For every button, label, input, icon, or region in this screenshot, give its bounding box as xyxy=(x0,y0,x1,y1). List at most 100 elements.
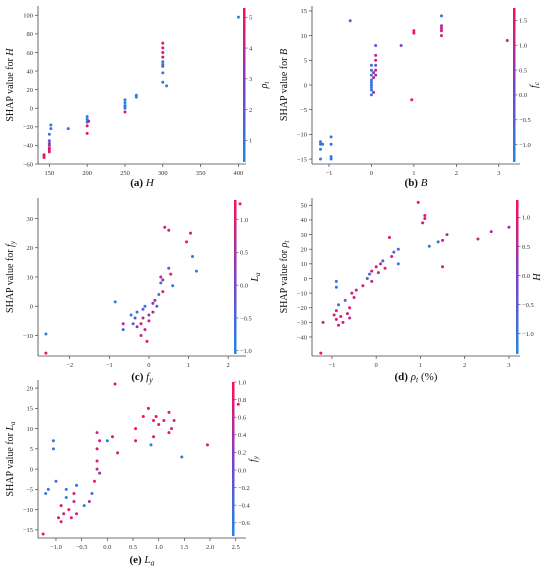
data-point xyxy=(412,31,416,35)
data-point xyxy=(134,439,138,443)
data-point xyxy=(154,414,158,418)
data-point xyxy=(374,58,378,62)
data-point xyxy=(390,255,394,259)
data-point xyxy=(98,439,102,443)
x-tick-label: 1 xyxy=(412,170,415,177)
colorbar-tick-label: −0.2 xyxy=(238,485,250,492)
y-tick-label: −20 xyxy=(297,305,307,312)
data-point xyxy=(85,115,89,119)
data-point xyxy=(169,272,173,276)
data-point xyxy=(365,276,369,280)
data-point xyxy=(134,93,138,97)
data-point xyxy=(161,290,165,294)
data-point xyxy=(161,50,165,54)
y-tick-label: 10 xyxy=(301,33,308,40)
data-point xyxy=(139,334,143,338)
data-point xyxy=(95,459,99,463)
y-axis-label: SHAP value for ρt xyxy=(279,240,291,314)
x-tick-label: 1 xyxy=(419,362,422,369)
data-point xyxy=(372,71,376,75)
data-point xyxy=(161,63,165,67)
x-tick-label: −1 xyxy=(106,362,113,369)
data-point xyxy=(85,131,89,135)
data-point xyxy=(441,265,445,269)
data-point xyxy=(141,316,145,320)
y-tick-label: 0 xyxy=(30,106,33,113)
data-point xyxy=(161,60,165,64)
data-point xyxy=(67,508,71,512)
data-point xyxy=(329,142,333,146)
colorbar-tick-label: −0.5 xyxy=(522,302,534,309)
data-point xyxy=(98,471,102,475)
y-tick-label: −20 xyxy=(23,124,33,131)
data-point xyxy=(51,439,55,443)
colorbar xyxy=(232,382,235,536)
data-point xyxy=(44,332,48,336)
data-point xyxy=(205,443,209,447)
x-tick-label: 2.5 xyxy=(232,544,240,551)
data-point xyxy=(44,491,48,495)
data-point xyxy=(354,288,358,292)
colorbar-tick-label: 0.5 xyxy=(240,250,248,257)
y-tick-label: −30 xyxy=(297,320,307,327)
data-point xyxy=(381,259,385,263)
data-point xyxy=(121,322,125,326)
data-point xyxy=(139,322,143,326)
data-point xyxy=(439,24,443,28)
data-point xyxy=(170,427,174,431)
y-axis-label: SHAP value for fy xyxy=(5,240,17,313)
data-point xyxy=(161,278,165,282)
data-point xyxy=(62,512,66,516)
x-tick-label: −2 xyxy=(66,362,73,369)
data-point xyxy=(87,500,91,504)
data-point xyxy=(135,325,139,329)
data-point xyxy=(147,313,151,317)
data-point xyxy=(64,487,68,491)
data-point xyxy=(383,266,387,270)
data-point xyxy=(410,98,414,102)
data-point xyxy=(332,313,336,317)
colorbar xyxy=(234,200,237,354)
y-tick-label: −10 xyxy=(297,290,307,297)
data-point xyxy=(75,483,79,487)
data-point xyxy=(318,157,322,161)
y-tick-label: −60 xyxy=(23,161,33,168)
svg-text:La: La xyxy=(250,272,262,283)
y-tick-label: 10 xyxy=(27,426,34,433)
x-tick-label: 2 xyxy=(227,362,230,369)
y-tick-label: 10 xyxy=(27,274,34,281)
data-point xyxy=(476,237,480,241)
data-point xyxy=(396,262,400,266)
data-point xyxy=(92,479,96,483)
data-point xyxy=(54,479,58,483)
data-point xyxy=(370,279,374,283)
data-point xyxy=(439,14,443,18)
y-tick-label: 40 xyxy=(27,68,34,75)
data-point xyxy=(172,419,176,423)
colorbar-tick-label: 1.0 xyxy=(522,215,530,222)
data-point xyxy=(95,431,99,435)
data-point xyxy=(133,316,137,320)
data-point xyxy=(191,255,195,259)
colorbar-tick-label: 0.4 xyxy=(238,432,247,439)
y-tick-label: 5 xyxy=(30,446,33,453)
y-tick-label: 100 xyxy=(23,13,33,20)
colorbar-tick-label: 0.0 xyxy=(238,467,246,474)
colorbar-label: ρt xyxy=(259,81,271,90)
x-tick-label: 150 xyxy=(44,170,54,177)
colorbar-tick-label: −0.4 xyxy=(238,503,251,510)
data-point xyxy=(123,104,127,108)
data-point xyxy=(47,142,51,146)
data-point xyxy=(129,313,133,317)
data-point xyxy=(334,285,338,289)
colorbar-tick-label: 0.5 xyxy=(522,244,530,251)
data-point xyxy=(121,328,125,332)
panel-caption: (d) ρt (%) xyxy=(395,371,438,385)
data-point xyxy=(370,269,374,273)
data-point xyxy=(368,272,372,276)
data-point xyxy=(350,291,354,295)
x-tick-label: 3 xyxy=(507,362,510,369)
data-point xyxy=(507,225,511,229)
x-tick-label: 400 xyxy=(234,170,244,177)
colorbar-tick-label: 0.8 xyxy=(238,397,246,404)
